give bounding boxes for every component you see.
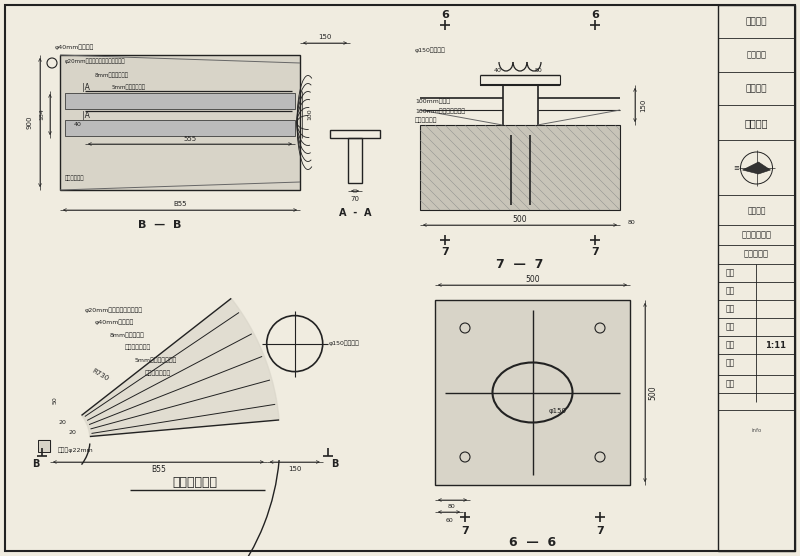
Text: R730: R730 — [90, 368, 110, 382]
Text: 555: 555 — [183, 136, 197, 142]
Text: 设计单位: 设计单位 — [746, 17, 767, 27]
Text: 40: 40 — [74, 122, 82, 127]
Text: 100mm钢踏板: 100mm钢踏板 — [415, 98, 450, 104]
Polygon shape — [742, 162, 770, 174]
Text: 500: 500 — [513, 215, 527, 224]
Bar — [65, 120, 295, 136]
Text: 40: 40 — [494, 67, 502, 72]
Text: 底座大样图: 底座大样图 — [744, 250, 769, 259]
Text: 6: 6 — [591, 10, 599, 20]
Text: 日期: 日期 — [726, 380, 735, 389]
Text: |A: |A — [82, 111, 90, 120]
Text: |A: |A — [82, 82, 90, 92]
Bar — [60, 55, 300, 190]
Bar — [420, 125, 620, 210]
Text: 钢踏板平面图: 钢踏板平面图 — [173, 475, 218, 489]
Text: 厌高柔钢筋索: 厌高柔钢筋索 — [415, 117, 438, 123]
Text: 80: 80 — [628, 221, 636, 226]
Text: B: B — [32, 459, 40, 469]
Text: 7: 7 — [591, 247, 599, 257]
Text: 150: 150 — [640, 98, 646, 112]
Text: B55: B55 — [174, 201, 186, 207]
Text: B55: B55 — [151, 464, 166, 474]
Text: 页次: 页次 — [726, 359, 735, 368]
Text: 150: 150 — [318, 34, 332, 40]
Text: 5mm厚花纹钢踏板: 5mm厚花纹钢踏板 — [112, 84, 146, 90]
Text: 60: 60 — [445, 518, 453, 523]
Text: φ20mm钢管芯杆焊钢板平面: φ20mm钢管芯杆焊钢板平面 — [85, 307, 143, 313]
Text: 7: 7 — [596, 526, 604, 536]
Text: 7  —  7: 7 — 7 — [496, 259, 544, 271]
Bar — [435, 300, 630, 485]
Text: 7: 7 — [461, 526, 469, 536]
Text: 20: 20 — [68, 429, 76, 434]
Text: 70: 70 — [350, 196, 359, 202]
Text: 8mm厚钢板两端: 8mm厚钢板两端 — [110, 332, 145, 338]
Text: 于项名称: 于项名称 — [747, 206, 766, 216]
Text: A  -  A: A - A — [338, 208, 371, 218]
Text: 1:11: 1:11 — [766, 340, 786, 350]
Text: 审核: 审核 — [726, 305, 735, 314]
Bar — [65, 93, 295, 109]
Text: 150: 150 — [288, 466, 302, 472]
Text: φ150钢管立柱: φ150钢管立柱 — [329, 341, 359, 346]
Polygon shape — [82, 299, 279, 436]
Text: 184: 184 — [39, 108, 45, 121]
Text: 100: 100 — [307, 108, 313, 120]
Text: 旋转楼梯: 旋转楼梯 — [745, 118, 768, 128]
Bar — [348, 138, 362, 183]
Text: 比例: 比例 — [726, 340, 735, 350]
Text: 6  —  6: 6 — 6 — [509, 537, 556, 549]
Text: 制作中心: 制作中心 — [746, 51, 766, 59]
Bar — [330, 130, 380, 138]
Text: 100mm厚子猫胶板底座: 100mm厚子猫胶板底座 — [415, 108, 465, 114]
Text: φ20mm钢管套杆穿孔与下一般搜器: φ20mm钢管套杆穿孔与下一般搜器 — [65, 58, 126, 64]
Text: 50: 50 — [53, 396, 58, 404]
Text: 钢板肋φ22mm: 钢板肋φ22mm — [58, 447, 94, 453]
Text: 50: 50 — [534, 67, 542, 72]
Text: φ150: φ150 — [549, 408, 566, 414]
Text: 设计: 设计 — [726, 269, 735, 277]
Text: 8mm厚钢筋折弯堂: 8mm厚钢筋折弯堂 — [95, 72, 129, 78]
Text: 7: 7 — [441, 247, 449, 257]
Text: 比例: 比例 — [726, 322, 735, 331]
Text: 工程名称: 工程名称 — [746, 85, 767, 93]
Bar — [718, 5, 795, 551]
Text: ≡: ≡ — [734, 165, 739, 171]
Text: 20: 20 — [58, 419, 66, 424]
Text: φ150钢管立柱: φ150钢管立柱 — [415, 47, 446, 53]
Text: B: B — [331, 459, 338, 469]
Text: B  —  B: B — B — [138, 220, 182, 230]
Text: 80: 80 — [448, 504, 456, 509]
Text: 下一盆渐折弯: 下一盆渐折弯 — [65, 175, 85, 181]
Text: 踏步板大样图: 踏步板大样图 — [742, 231, 771, 240]
Text: 5mm厚花纹钢踏步板: 5mm厚花纹钢踏步板 — [135, 357, 178, 363]
Text: 下一踏踏板边线: 下一踏踏板边线 — [145, 370, 171, 376]
Text: 6: 6 — [441, 10, 449, 20]
Text: φ40mm管管接手: φ40mm管管接手 — [95, 319, 134, 325]
Text: 制图: 制图 — [726, 286, 735, 295]
Text: info: info — [751, 428, 762, 433]
Text: φ40mm管管接手: φ40mm管管接手 — [55, 44, 94, 50]
Text: 500: 500 — [649, 385, 658, 400]
Text: 500: 500 — [525, 275, 540, 284]
Bar — [38, 440, 50, 452]
Text: 900: 900 — [27, 116, 33, 129]
Text: 上一级踏板边线: 上一级踏板边线 — [125, 344, 151, 350]
